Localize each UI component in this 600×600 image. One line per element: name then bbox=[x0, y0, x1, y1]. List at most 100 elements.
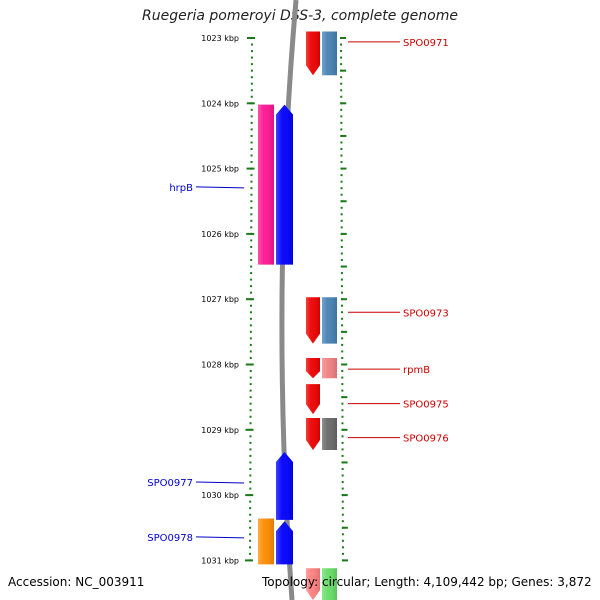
ruler-tick-label: 1029 kbp bbox=[201, 426, 239, 435]
ruler-minor-tick bbox=[249, 454, 252, 457]
ruler-minor-tick bbox=[341, 533, 344, 536]
ruler-minor-tick bbox=[250, 63, 253, 66]
ruler-minor-tick bbox=[340, 291, 343, 294]
ruler-minor-tick bbox=[340, 219, 343, 222]
ruler-mid-tick bbox=[340, 102, 347, 105]
gene-label-leader bbox=[195, 481, 245, 484]
ruler-minor-tick bbox=[340, 245, 343, 248]
gene-label-right[interactable]: SPO0976 bbox=[403, 434, 449, 445]
ruler-minor-tick bbox=[250, 115, 253, 118]
ruler-minor-tick bbox=[249, 526, 252, 529]
map-title: Ruegeria pomeroyi DSS-3, complete genome bbox=[142, 8, 458, 24]
ruler-minor-tick bbox=[340, 121, 343, 124]
ruler-tick-label: 1024 kbp bbox=[201, 99, 239, 108]
ruler-mid-tick bbox=[340, 232, 347, 235]
ruler-minor-tick bbox=[340, 174, 343, 177]
ruler-minor-tick bbox=[341, 513, 344, 516]
gene-label-left[interactable]: SPO0977 bbox=[147, 478, 193, 489]
gene-feature-shading bbox=[306, 357, 320, 379]
ruler-minor-tick bbox=[340, 154, 343, 157]
ruler-minor-tick bbox=[249, 356, 252, 359]
ruler-mid-tick bbox=[341, 559, 348, 562]
ruler-mid-tick bbox=[340, 69, 347, 72]
gene-label-right[interactable]: SPO0975 bbox=[403, 400, 449, 411]
gene-label-leader bbox=[195, 536, 245, 539]
topology-text: Topology: circular; Length: 4,109,442 bp… bbox=[262, 575, 592, 589]
ruler-minor-tick bbox=[249, 441, 252, 444]
ruler-mid-tick bbox=[340, 265, 347, 268]
gene-label-right[interactable]: rpmB bbox=[403, 365, 430, 376]
gene-label-right[interactable]: SPO0973 bbox=[403, 308, 449, 319]
ruler-minor-tick bbox=[341, 467, 344, 470]
gene-label-right[interactable]: SPO0971 bbox=[403, 38, 449, 49]
ruler-minor-tick bbox=[340, 252, 343, 255]
ruler-minor-tick bbox=[250, 95, 253, 98]
gene-feature-shading bbox=[306, 384, 320, 415]
ruler-tick-label: 1031 kbp bbox=[201, 556, 239, 565]
ruler-minor-tick bbox=[340, 76, 343, 79]
ruler-minor-tick bbox=[249, 539, 252, 542]
ruler-minor-tick bbox=[340, 95, 343, 98]
ruler-minor-tick bbox=[249, 396, 252, 399]
ruler-major-tick bbox=[245, 494, 254, 497]
gene-feature-shading bbox=[322, 418, 337, 451]
gene-feature-shading bbox=[322, 568, 337, 600]
gene-feature-shading bbox=[276, 104, 293, 265]
ruler-minor-tick bbox=[341, 539, 344, 542]
ruler-minor-tick bbox=[341, 435, 344, 438]
ruler-minor-tick bbox=[250, 161, 253, 164]
ruler-mid-tick bbox=[341, 526, 348, 529]
ruler-minor-tick bbox=[249, 304, 252, 307]
ruler-minor-tick bbox=[341, 415, 344, 418]
gene-features bbox=[258, 31, 337, 600]
ruler-minor-tick bbox=[250, 219, 253, 222]
ruler-minor-tick bbox=[250, 272, 253, 275]
ruler-minor-tick bbox=[250, 89, 253, 92]
ruler-minor-tick bbox=[341, 520, 344, 523]
ruler-mid-tick bbox=[341, 396, 348, 399]
gene-label-leader bbox=[195, 186, 245, 189]
ruler-minor-tick bbox=[340, 180, 343, 183]
ruler-minor-tick bbox=[341, 383, 344, 386]
ruler-minor-tick bbox=[249, 546, 252, 549]
ruler-minor-tick bbox=[250, 291, 253, 294]
ruler-minor-tick bbox=[340, 115, 343, 118]
ruler-minor-tick bbox=[250, 56, 253, 59]
ruler-minor-tick bbox=[340, 239, 343, 242]
ruler-minor-tick bbox=[340, 285, 343, 288]
ruler-minor-tick bbox=[250, 265, 253, 268]
gene-feature-shading bbox=[276, 452, 293, 520]
ruler-minor-tick bbox=[249, 337, 252, 340]
ruler-minor-tick bbox=[341, 376, 344, 379]
ruler-major-tick bbox=[246, 232, 255, 235]
ruler-minor-tick bbox=[249, 474, 252, 477]
accession-text: Accession: NC_003911 bbox=[8, 575, 145, 589]
ruler-mid-tick bbox=[341, 494, 348, 497]
ruler-minor-tick bbox=[340, 50, 343, 53]
ruler-minor-tick bbox=[249, 317, 252, 320]
ruler-minor-tick bbox=[341, 507, 344, 510]
ruler-minor-tick bbox=[341, 454, 344, 457]
ruler-minor-tick bbox=[249, 487, 252, 490]
ruler-minor-tick bbox=[341, 324, 344, 327]
ruler-minor-tick bbox=[249, 383, 252, 386]
ruler-minor-tick bbox=[341, 441, 344, 444]
ruler-tick-label: 1028 kbp bbox=[201, 361, 239, 370]
ruler-major-tick bbox=[246, 298, 255, 301]
ruler-mid-tick bbox=[340, 37, 346, 39]
gene-label-left[interactable]: hrpB bbox=[169, 183, 193, 194]
gene-feature-shading bbox=[322, 297, 337, 344]
ruler-minor-tick bbox=[340, 213, 343, 216]
gene-label-left[interactable]: SPO0978 bbox=[147, 533, 193, 544]
ruler-minor-tick bbox=[340, 161, 343, 164]
ruler-minor-tick bbox=[249, 422, 252, 425]
ruler-minor-tick bbox=[249, 513, 252, 516]
ruler-minor-tick bbox=[250, 50, 253, 53]
ruler-tick-label: 1030 kbp bbox=[201, 491, 239, 500]
ruler-minor-tick bbox=[250, 174, 253, 177]
ruler-minor-tick bbox=[250, 259, 253, 262]
ruler-minor-tick bbox=[340, 141, 343, 144]
ruler-mid-tick bbox=[340, 134, 347, 137]
ruler-minor-tick bbox=[250, 141, 253, 144]
ruler-minor-tick bbox=[340, 206, 343, 209]
